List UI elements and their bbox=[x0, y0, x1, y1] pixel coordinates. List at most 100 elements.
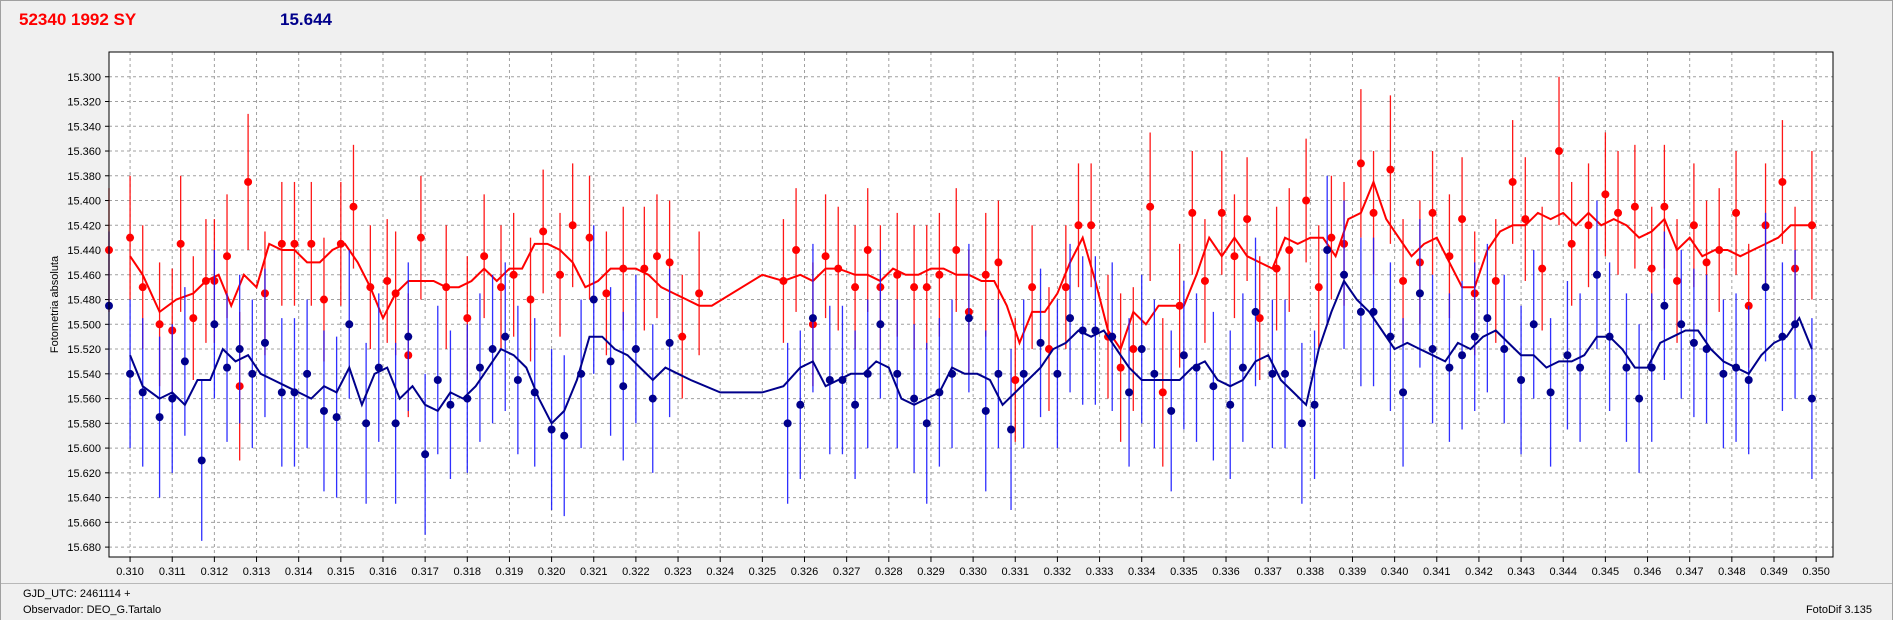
red-data-point bbox=[1285, 246, 1294, 255]
blue-data-point bbox=[1605, 332, 1614, 341]
blue-data-point bbox=[1445, 363, 1454, 372]
blue-data-point bbox=[235, 345, 244, 354]
y-tick-label: 15.440 bbox=[67, 245, 101, 257]
blue-data-point bbox=[374, 363, 383, 372]
red-data-point bbox=[678, 332, 687, 341]
red-data-point bbox=[126, 233, 135, 242]
blue-data-point bbox=[1470, 332, 1479, 341]
red-data-point bbox=[1778, 177, 1787, 186]
y-tick-label: 15.580 bbox=[67, 418, 101, 430]
y-tick-label: 15.340 bbox=[67, 121, 101, 133]
blue-data-point bbox=[1689, 338, 1698, 347]
blue-data-point bbox=[433, 376, 442, 385]
blue-data-point bbox=[1791, 320, 1800, 329]
red-data-point bbox=[480, 252, 489, 261]
blue-data-point bbox=[910, 394, 919, 403]
blue-data-point bbox=[168, 394, 177, 403]
blue-data-point bbox=[1108, 332, 1117, 341]
x-tick-label: 0.348 bbox=[1718, 566, 1746, 578]
red-data-point bbox=[922, 283, 931, 292]
blue-trend-line bbox=[129, 278, 1813, 425]
blue-data-point bbox=[1732, 363, 1741, 372]
blue-data-point bbox=[935, 388, 944, 397]
blue-data-point bbox=[446, 400, 455, 409]
y-tick-label: 15.320 bbox=[67, 97, 101, 109]
red-data-point bbox=[981, 270, 990, 279]
blue-data-point bbox=[1281, 369, 1290, 378]
red-data-point bbox=[994, 258, 1003, 267]
red-data-point bbox=[1175, 301, 1184, 310]
data-series bbox=[105, 76, 1817, 541]
red-data-point bbox=[336, 239, 345, 248]
blue-data-point bbox=[994, 369, 1003, 378]
x-axis: 0.310 0.311 0.312 0.313 0.314 0.315 0.316 0.317… bbox=[116, 557, 1830, 578]
x-tick-label: 0.325 bbox=[749, 566, 777, 578]
version-label: FotoDif 3.135 bbox=[1805, 604, 1872, 616]
blue-data-point bbox=[1702, 345, 1711, 354]
blue-data-point bbox=[1209, 382, 1218, 391]
red-data-point bbox=[640, 264, 649, 273]
red-data-point bbox=[1158, 388, 1167, 397]
blue-data-point bbox=[1647, 363, 1656, 372]
red-data-point bbox=[568, 221, 577, 230]
blue-data-point bbox=[1458, 351, 1467, 360]
blue-data-point bbox=[1428, 345, 1437, 354]
blue-data-point bbox=[1576, 363, 1585, 372]
red-data-point bbox=[1428, 208, 1437, 217]
blue-data-point bbox=[260, 338, 269, 347]
blue-data-point bbox=[1078, 326, 1087, 335]
blue-data-point bbox=[1340, 270, 1349, 279]
y-tick-label: 15.540 bbox=[67, 369, 101, 381]
x-tick-label: 0.345 bbox=[1592, 566, 1620, 578]
red-data-point bbox=[223, 252, 232, 261]
red-data-point bbox=[1445, 252, 1454, 261]
red-data-point bbox=[851, 283, 860, 292]
blue-data-point bbox=[1007, 425, 1016, 434]
blue-data-point bbox=[138, 388, 147, 397]
red-data-point bbox=[1243, 215, 1252, 224]
x-tick-label: 0.318 bbox=[454, 566, 482, 578]
blue-data-point bbox=[530, 388, 539, 397]
red-data-point bbox=[201, 276, 210, 285]
x-tick-label: 0.313 bbox=[243, 566, 271, 578]
red-trend-line bbox=[129, 179, 1817, 352]
blue-data-point bbox=[1761, 283, 1770, 292]
x-tick-label: 0.320 bbox=[538, 566, 566, 578]
x-tick-label: 0.337 bbox=[1254, 566, 1282, 578]
blue-data-point bbox=[197, 456, 206, 465]
blue-data-point bbox=[345, 320, 354, 329]
red-data-point bbox=[383, 276, 392, 285]
blue-data-point bbox=[1167, 406, 1176, 415]
y-tick-label: 15.640 bbox=[67, 493, 101, 505]
blue-data-point bbox=[1807, 394, 1816, 403]
red-data-point bbox=[585, 233, 594, 242]
blue-data-point bbox=[290, 388, 299, 397]
y-tick-label: 15.680 bbox=[67, 542, 101, 554]
x-tick-label: 0.330 bbox=[959, 566, 987, 578]
x-tick-label: 0.317 bbox=[411, 566, 439, 578]
blue-data-point bbox=[1238, 363, 1247, 372]
blue-data-point bbox=[1053, 369, 1062, 378]
blue-data-point bbox=[1529, 320, 1538, 329]
blue-data-point bbox=[560, 431, 569, 440]
red-data-point bbox=[556, 270, 565, 279]
blue-data-point bbox=[589, 295, 598, 304]
blue-data-point bbox=[1297, 419, 1306, 428]
blue-data-point bbox=[501, 332, 510, 341]
red-data-point bbox=[1200, 276, 1209, 285]
red-data-point bbox=[1129, 345, 1138, 354]
red-data-point bbox=[1386, 165, 1395, 174]
y-tick-label: 15.520 bbox=[67, 344, 101, 356]
red-data-point bbox=[602, 289, 611, 298]
y-tick-label: 15.380 bbox=[67, 171, 101, 183]
blue-data-point bbox=[808, 314, 817, 323]
blue-data-point bbox=[948, 369, 957, 378]
red-data-point bbox=[307, 239, 316, 248]
x-tick-label: 0.344 bbox=[1549, 566, 1577, 578]
blue-data-point bbox=[1719, 369, 1728, 378]
y-tick-label: 15.300 bbox=[67, 72, 101, 84]
x-tick-label: 0.311 bbox=[159, 566, 186, 578]
red-data-point bbox=[1327, 233, 1336, 242]
blue-data-point bbox=[155, 413, 164, 422]
red-data-point bbox=[189, 314, 198, 323]
